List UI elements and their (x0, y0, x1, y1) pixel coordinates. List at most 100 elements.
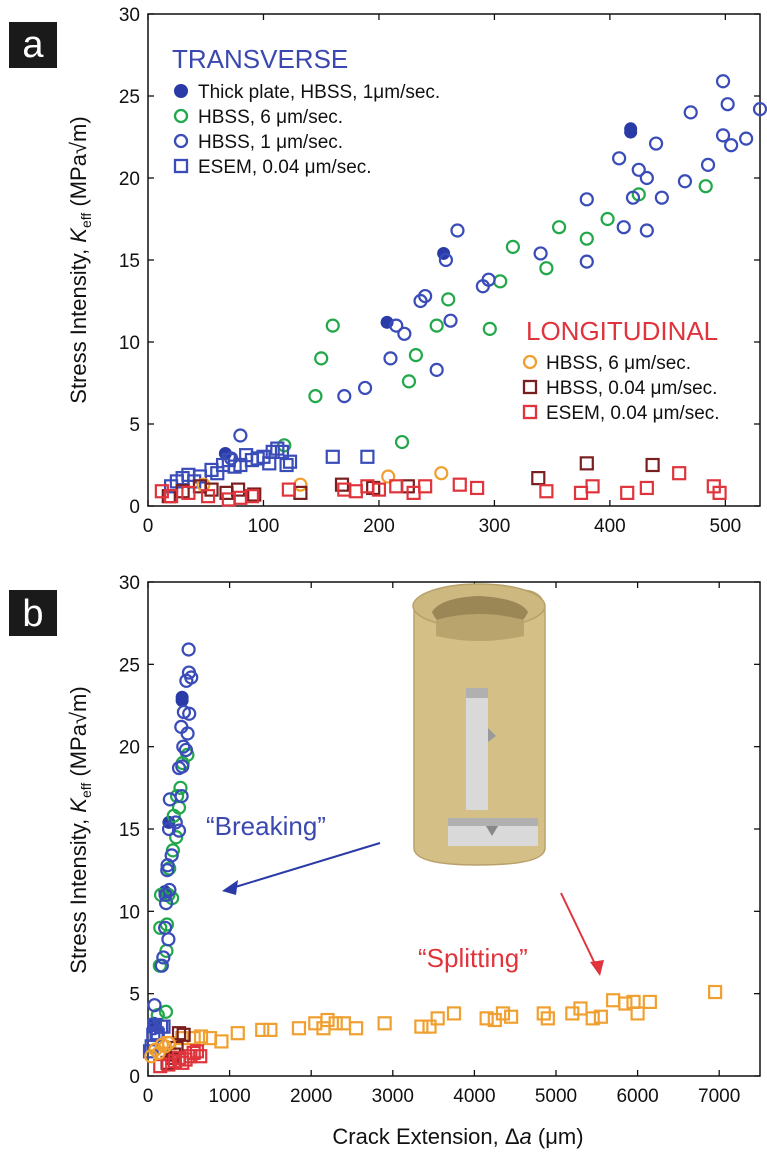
data-point-hbss004_long (531, 471, 546, 486)
data-point-thick_plate (175, 694, 189, 708)
data-point-esem_long (200, 489, 216, 504)
data-point-hbss6_trans (441, 292, 456, 307)
data-point-hbss6_long (328, 1016, 343, 1031)
x-tick-label: 200 (363, 516, 395, 537)
legend-label-hbss004-longitudinal: HBSS, 0.04 μm/sec. (546, 378, 717, 399)
y-tick-label: 10 (119, 902, 140, 923)
x-tick-label: 4000 (453, 1086, 495, 1107)
data-point-esem_long (244, 489, 260, 504)
data-point-hbss6_long (642, 994, 657, 1010)
panel-a-y-axis: 0 5 10 15 20 25 30 (119, 5, 760, 518)
data-point-hbss1_trans (683, 105, 698, 120)
data-point-hbss6_trans (539, 261, 554, 276)
data-point-hbss6_trans (408, 348, 423, 363)
split-notch-face (466, 698, 488, 810)
data-point-hbss6_trans (493, 274, 508, 289)
y-tick-label: 5 (129, 985, 140, 1006)
y-tick-label: 25 (119, 655, 140, 676)
legend-label-thick-plate: Thick plate, HBSS, 1μm/sec. (198, 82, 440, 103)
data-point-hbss6_trans (153, 920, 168, 935)
data-point-hbss1_trans (164, 848, 179, 863)
data-point-esem_long (639, 480, 654, 496)
data-point-hbss1_trans (639, 170, 654, 186)
data-point-hbss1_trans (481, 272, 496, 287)
data-point-esem_trans (270, 441, 285, 456)
panel-b-x-axis: 0 1000 2000 3000 4000 5000 6000 7000 (143, 582, 740, 1107)
data-point-hbss004_long (579, 456, 594, 471)
data-point-hbss6_long (446, 1006, 462, 1021)
y-tick-label: 5 (129, 415, 140, 436)
data-point-hbss6_long (618, 996, 633, 1011)
x-tick-label: 500 (710, 516, 742, 537)
data-point-esem_trans (360, 449, 375, 464)
data-point-hbss1_trans (724, 138, 739, 153)
data-point-hbss1_trans (579, 254, 594, 269)
panel-b-letter-box (9, 590, 57, 636)
data-point-hbss1_trans (161, 932, 176, 947)
data-point-hbss004_long (247, 487, 262, 502)
data-point-hbss6_long (593, 1009, 608, 1024)
data-point-esem_long (153, 1059, 168, 1074)
annotation-splitting-arrowhead (590, 960, 604, 976)
data-point-hbss1_trans (648, 136, 664, 151)
legend-longitudinal: LONGITUDINAL HBSS, 6 μm/sec. HBSS, 0.04 … (522, 316, 720, 424)
data-point-esem_trans (265, 444, 280, 459)
data-point-esem_long (573, 485, 589, 500)
data-point-hbss1_trans (443, 313, 458, 328)
data-point-hbss6_long (434, 466, 449, 481)
data-point-esem_trans (279, 457, 294, 473)
data-point-esem_long (539, 484, 554, 499)
annotation-breaking: “Breaking” (206, 811, 326, 841)
panel-a: a 0 5 10 15 20 25 30 0 100 200 300 400 500 Stress I… (9, 5, 767, 537)
legend-marker-hbss004-longitudinal (522, 379, 538, 395)
data-point-hbss6_trans (173, 780, 188, 795)
data-point-thick_plate (624, 125, 638, 139)
data-point-esem_long (469, 480, 485, 496)
legend-label-esem-longitudinal: ESEM, 0.04 μm/sec. (546, 403, 720, 424)
x-tick-label: 1000 (208, 1086, 250, 1107)
x-tick-label: 3000 (372, 1086, 414, 1107)
data-point-hbss6_long (377, 1016, 392, 1031)
split-notch-top (466, 688, 488, 698)
data-point-hbss1_trans (579, 192, 594, 207)
data-point-esem_long (712, 485, 727, 500)
data-point-hbss6_long (291, 1021, 307, 1036)
data-point-hbss1_trans (337, 389, 352, 404)
panel-a-x-axis: 0 100 200 300 400 500 (143, 14, 741, 537)
data-point-hbss6_long (630, 1006, 645, 1021)
data-point-hbss1_trans (631, 162, 646, 177)
data-point-hbss6_long (161, 1035, 176, 1051)
x-tick-label: 0 (143, 1086, 154, 1107)
y-tick-label: 20 (119, 169, 140, 190)
data-point-hbss1_trans (184, 670, 199, 685)
split-notch-tip (488, 728, 496, 742)
data-point-hbss6_long (414, 1019, 429, 1034)
data-point-hbss6_trans (308, 389, 323, 404)
legend-transverse: TRANSVERSE Thick plate, HBSS, 1μm/sec. H… (172, 44, 440, 178)
data-point-hbss1_trans (178, 742, 194, 758)
data-point-hbss6_trans (579, 231, 594, 246)
data-point-hbss1_trans (154, 958, 169, 973)
data-point-esem_long (181, 485, 196, 500)
data-point-hbss6_long (255, 1022, 270, 1037)
data-point-hbss1_trans (700, 157, 716, 172)
data-point-hbss1_trans (147, 998, 162, 1013)
annotation-breaking-arrow-line (231, 842, 381, 889)
y-tick-label: 20 (119, 738, 140, 759)
x-tick-label: 6000 (616, 1086, 658, 1107)
data-point-hbss6_trans (401, 374, 417, 389)
x-tick-label: 5000 (535, 1086, 577, 1107)
data-point-hbss6_trans (482, 321, 497, 336)
data-point-hbss6_long (336, 1016, 351, 1031)
data-point-hbss6_trans (325, 318, 340, 333)
legend-longitudinal-heading: LONGITUDINAL (526, 316, 718, 346)
x-tick-label: 300 (479, 516, 511, 537)
data-point-esem_long (672, 466, 687, 481)
panel-b: b 0 5 10 15 20 25 30 0 1000 2000 3000 4000 5000 6000… (9, 573, 761, 1149)
break-notch-tip (486, 826, 498, 836)
data-point-hbss1_trans (174, 788, 189, 804)
data-point-hbss1_trans (625, 190, 641, 205)
panel-a-letter: a (22, 24, 44, 66)
data-point-hbss1_trans (168, 815, 183, 830)
break-notch-top (448, 818, 538, 828)
